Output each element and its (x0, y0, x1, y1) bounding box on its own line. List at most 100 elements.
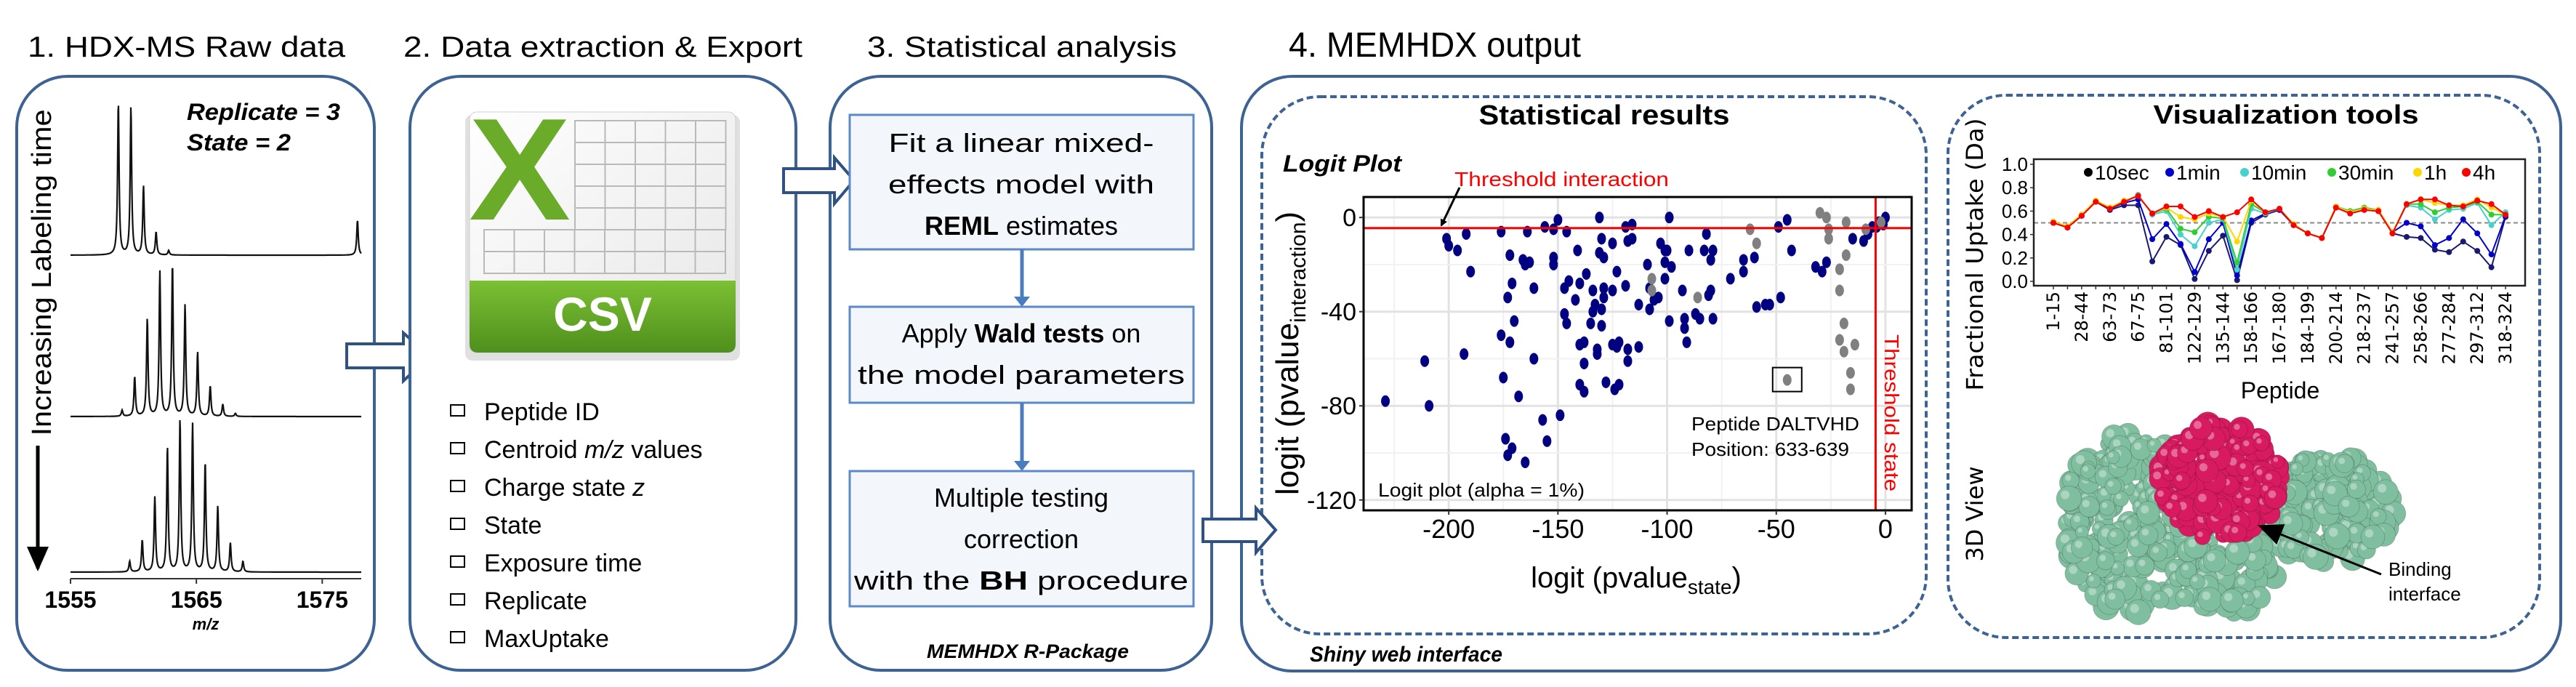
spectrum-trace (71, 105, 362, 257)
x-tick-label: 167-180 (2269, 292, 2290, 364)
significant-point (1599, 252, 1609, 264)
nonsignificant-point (1835, 284, 1844, 297)
binding-interface-region (2149, 411, 2290, 545)
panel-memhdx-output: 4. MEMHDX output Shiny web interface Sta… (1240, 26, 2562, 672)
data-point-10min (2431, 216, 2438, 222)
significant-point (1623, 355, 1633, 367)
uptake-x-axis-title: Peptide (2241, 377, 2320, 403)
x-tick-label: 28-44 (2072, 292, 2092, 342)
x-tick-label: -100 (1641, 514, 1694, 544)
nonsignificant-point (1647, 273, 1657, 285)
data-point-4h (2191, 214, 2198, 220)
x-tick-label: 318-324 (2495, 292, 2516, 364)
significant-point (1621, 221, 1630, 233)
plot-frame (1362, 196, 1913, 512)
significant-point (1660, 273, 1670, 285)
significant-point (1538, 414, 1547, 426)
y-tick-label: 0.0 (2002, 270, 2028, 292)
protein-domain-bottom (2168, 531, 2287, 622)
significant-point (1752, 301, 1761, 313)
significant-point (1695, 313, 1704, 325)
significant-point (1529, 353, 1539, 365)
x-tick-label: 0 (1878, 514, 1893, 544)
x-tick-label: 218-237 (2354, 292, 2375, 364)
significant-point (1645, 303, 1654, 316)
nonsignificant-point (1824, 223, 1833, 236)
data-point-10sec (2446, 249, 2452, 255)
threshold-state-label: Threshold state (1880, 334, 1903, 491)
significant-point (1704, 289, 1713, 302)
significant-point (1460, 347, 1469, 360)
significant-point (1579, 385, 1589, 398)
svg-text:Apply Wald tests on: Apply Wald tests on (902, 318, 1141, 348)
data-point-10sec (2205, 248, 2212, 254)
data-point-1min (2163, 221, 2170, 228)
points (1381, 206, 1890, 468)
data-point-10sec (2404, 233, 2410, 240)
legend-label: 10sec (2095, 161, 2149, 184)
significant-point (1521, 456, 1530, 468)
logit-y-axis-title: logit (pvalueinteraction) (1270, 212, 1311, 495)
y-tick-label: 1.0 (2002, 153, 2028, 175)
data-point-4h (2446, 202, 2452, 209)
significant-point (1599, 282, 1609, 294)
data-point-1min (2474, 230, 2481, 236)
data-point-4h (2177, 203, 2183, 209)
significant-point (1555, 409, 1565, 422)
significant-point (1553, 214, 1563, 226)
svg-text:State: State (484, 512, 542, 539)
significant-point (1623, 343, 1633, 355)
y-tick-label: 0.4 (2002, 224, 2028, 246)
data-point-4h (2404, 201, 2410, 207)
data-point-10min (2177, 231, 2183, 238)
x-tick-label: 122-129 (2184, 292, 2205, 364)
x-tick-label: -150 (1531, 514, 1584, 544)
csv-file-icon: X CSV (465, 89, 740, 361)
data-point-10min (2191, 243, 2198, 249)
significant-point (1848, 233, 1857, 245)
significant-point (1739, 265, 1748, 278)
data-point-10sec (2163, 233, 2170, 240)
significant-point (1453, 244, 1462, 257)
field-item: MaxUptake (450, 625, 609, 653)
significant-point (1562, 317, 1571, 329)
svg-text:effects model with: effects model with (888, 169, 1154, 199)
data-point-30min (2431, 209, 2438, 216)
panel-statistical-analysis: 3. Statistical analysis Fit a linear mix… (782, 31, 1213, 672)
data-point-4h (2277, 206, 2283, 212)
panel-title: 2. Data extraction & Export (403, 31, 802, 63)
data-point-4h (2205, 208, 2212, 214)
significant-point (1529, 282, 1539, 294)
data-point-4h (2389, 230, 2396, 236)
significant-point (1706, 254, 1715, 266)
x-tick-label: 241-257 (2383, 292, 2403, 364)
significant-point (1665, 315, 1674, 327)
data-point-4h (2488, 201, 2495, 207)
legend-item: 10min (2240, 161, 2306, 184)
svg-text:Peptide ID: Peptide ID (484, 398, 600, 426)
nonsignificant-point (1835, 263, 1844, 276)
data-point-30min (2234, 260, 2240, 266)
state-label: State = 2 (187, 129, 291, 156)
mz-axis-label: m/z (193, 615, 220, 633)
nonsignificant-point (1752, 237, 1761, 249)
legend-marker (2413, 168, 2422, 177)
significant-point (1774, 221, 1783, 233)
significant-point (1597, 320, 1606, 332)
significant-point (1381, 395, 1390, 407)
significant-point (1612, 265, 1622, 278)
logit-plot: -200 -150 -100 -50 0 0 -40 -80 -120 (1307, 196, 1913, 544)
significant-point (1575, 277, 1585, 289)
legend-item: 1min (2165, 161, 2221, 184)
x-tick-label: -50 (1758, 514, 1795, 544)
field-item: Peptide ID (450, 398, 600, 426)
peptide-annotation: Peptide DALTVHD (1691, 413, 1859, 435)
field-item: Charge state z (450, 474, 645, 502)
data-point-10sec (2431, 246, 2438, 253)
nonsignificant-point (1815, 206, 1824, 219)
step-wald-tests: Apply Wald tests on the model parameters (848, 305, 1195, 404)
significant-point (1765, 298, 1774, 310)
data-point-1min (2177, 241, 2183, 247)
significant-point (1499, 371, 1508, 384)
significant-point (1521, 258, 1530, 270)
